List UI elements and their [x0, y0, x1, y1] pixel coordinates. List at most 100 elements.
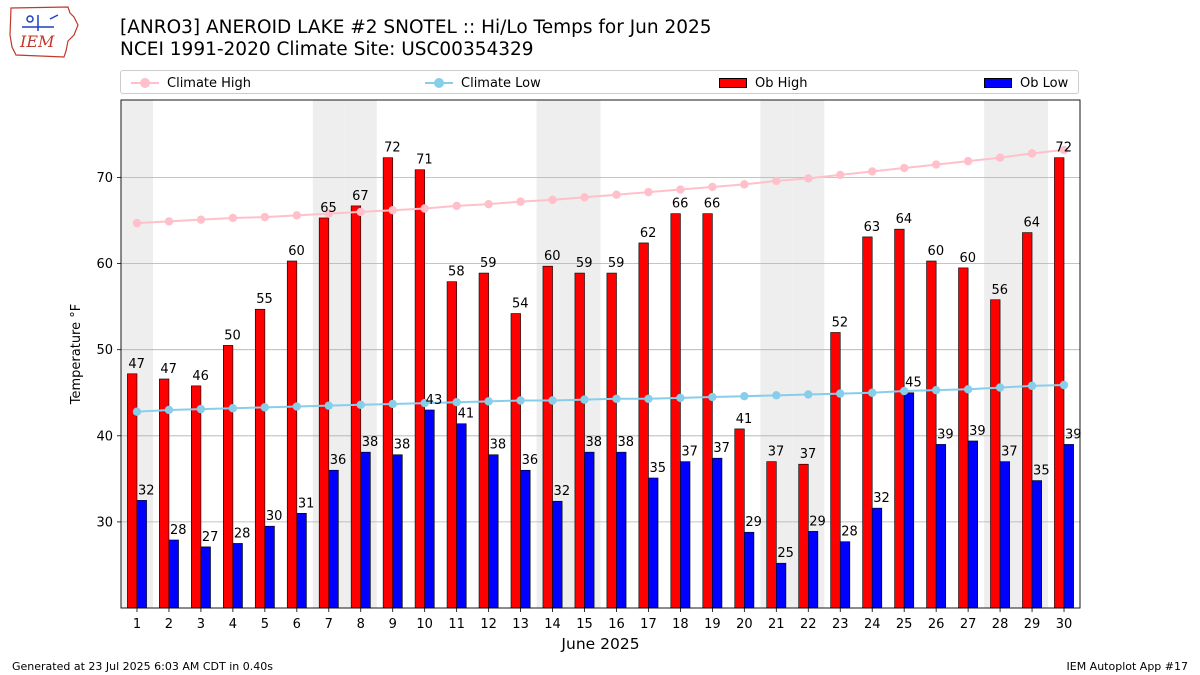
climate-low-point: [899, 386, 909, 396]
x-tick-label: 3: [197, 617, 205, 632]
y-tick-label: 30: [96, 515, 113, 530]
ob-high-label: 72: [1055, 141, 1072, 156]
climate-low-point: [772, 391, 781, 400]
ob-high-bar: [574, 272, 585, 609]
ob-low-swatch-icon: [984, 78, 1012, 88]
chart-title: [ANRO3] ANEROID LAKE #2 SNOTEL :: Hi/Lo …: [120, 17, 712, 38]
ob-low-bar: [967, 440, 979, 609]
climate-high-point: [516, 197, 525, 206]
climate-low-point: [708, 392, 717, 402]
ob-high-label: 64: [1023, 216, 1040, 231]
climate-low-point: [676, 393, 685, 403]
climate-high-point: [420, 204, 429, 213]
generated-timestamp: Generated at 23 Jul 2025 6:03 AM CDT in …: [12, 660, 273, 673]
ob-low-label: 37: [1001, 445, 1018, 460]
x-tick-label: 30: [1056, 617, 1073, 632]
ob-high-bar: [958, 267, 969, 609]
climate-high-point: [1027, 149, 1037, 158]
climate-high-point: [228, 213, 238, 223]
ob-high-label: 64: [896, 212, 913, 227]
ob-high-label: 59: [480, 256, 497, 271]
x-tick-label: 7: [325, 617, 333, 632]
ob-low-bar: [807, 531, 819, 609]
ob-high-bar: [446, 281, 457, 609]
climate-high-point: [676, 185, 685, 194]
ob-high-label: 60: [288, 244, 305, 259]
ob-low-bar: [232, 543, 243, 609]
ob-low-label: 45: [905, 376, 922, 391]
ob-high-label: 56: [991, 283, 1008, 298]
ob-low-bar: [999, 461, 1010, 609]
ob-high-bar: [798, 463, 809, 609]
ob-low-bar: [839, 541, 851, 609]
plot-frame: [120, 99, 1081, 609]
iem-logo: IEM: [9, 6, 79, 58]
climate-high-point: [931, 160, 941, 169]
ob-low-bar: [168, 539, 179, 609]
ob-high-label: 50: [224, 328, 241, 343]
x-tick-label: 23: [832, 617, 849, 632]
y-tick-label: 50: [96, 343, 113, 358]
legend-item-ob-high: Ob High: [719, 74, 808, 92]
ob-high-label: 46: [192, 369, 209, 384]
x-tick-label: 20: [736, 617, 753, 632]
ob-high-bar: [702, 213, 713, 609]
x-tick-label: 17: [640, 617, 657, 632]
ob-high-label: 55: [256, 292, 273, 307]
ob-high-bar: [606, 272, 617, 609]
ob-low-bar: [1063, 444, 1074, 609]
ob-low-label: 38: [394, 438, 411, 453]
ob-high-bar: [254, 308, 266, 609]
ob-high-bar: [1022, 232, 1033, 609]
x-tick-label: 19: [704, 617, 721, 632]
ob-high-label: 72: [384, 141, 401, 156]
x-tick-label: 4: [229, 617, 237, 632]
ob-high-label: 60: [960, 251, 977, 266]
ob-high-bar: [766, 461, 777, 609]
ob-low-label: 35: [649, 461, 666, 476]
ob-low-label: 25: [777, 546, 794, 561]
ob-high-label: 66: [672, 197, 689, 212]
climate-low-point: [580, 395, 589, 404]
ob-low-bar: [871, 507, 883, 609]
x-tick-label: 24: [864, 617, 881, 632]
ob-low-bar: [296, 512, 307, 609]
ob-high-bar: [286, 260, 298, 609]
logo-text: IEM: [19, 32, 55, 51]
ob-high-bar: [222, 345, 234, 609]
ob-low-label: 38: [490, 438, 507, 453]
ob-high-bar: [894, 228, 905, 609]
ob-low-label: 32: [138, 483, 155, 498]
ob-high-label: 52: [832, 315, 849, 330]
climate-high-line-icon: [131, 75, 159, 91]
ob-low-label: 28: [170, 523, 187, 538]
ob-low-bar: [744, 531, 755, 609]
ob-low-label: 38: [617, 435, 634, 450]
x-tick-label: 16: [608, 617, 625, 632]
ob-high-label: 58: [448, 265, 465, 280]
climate-low-point: [420, 398, 429, 408]
ob-low-label: 32: [873, 491, 890, 506]
ob-low-bar: [200, 546, 211, 609]
ob-low-label: 39: [937, 427, 954, 442]
climate-high-point: [452, 201, 461, 211]
climate-high-point: [740, 180, 749, 189]
ob-high-label: 60: [544, 249, 561, 264]
ob-high-bar: [510, 313, 521, 609]
ob-high-label: 59: [608, 256, 625, 271]
climate-high-point: [1059, 145, 1069, 155]
ob-high-bar: [542, 265, 553, 609]
legend-item-ob-low: Ob Low: [984, 74, 1068, 92]
x-axis-title: June 2025: [560, 635, 639, 653]
weather-station-icon: [26, 15, 34, 23]
climate-low-point: [132, 407, 142, 416]
ob-low-label: 39: [969, 424, 986, 439]
climate-high-point: [324, 209, 333, 218]
legend-label: Climate Low: [461, 75, 541, 91]
x-tick-label: 27: [960, 617, 977, 632]
ob-low-label: 31: [298, 496, 315, 511]
ob-high-label: 63: [864, 220, 881, 235]
x-tick-label: 15: [576, 617, 593, 632]
ob-low-bar: [424, 409, 435, 609]
climate-low-point: [324, 401, 333, 410]
